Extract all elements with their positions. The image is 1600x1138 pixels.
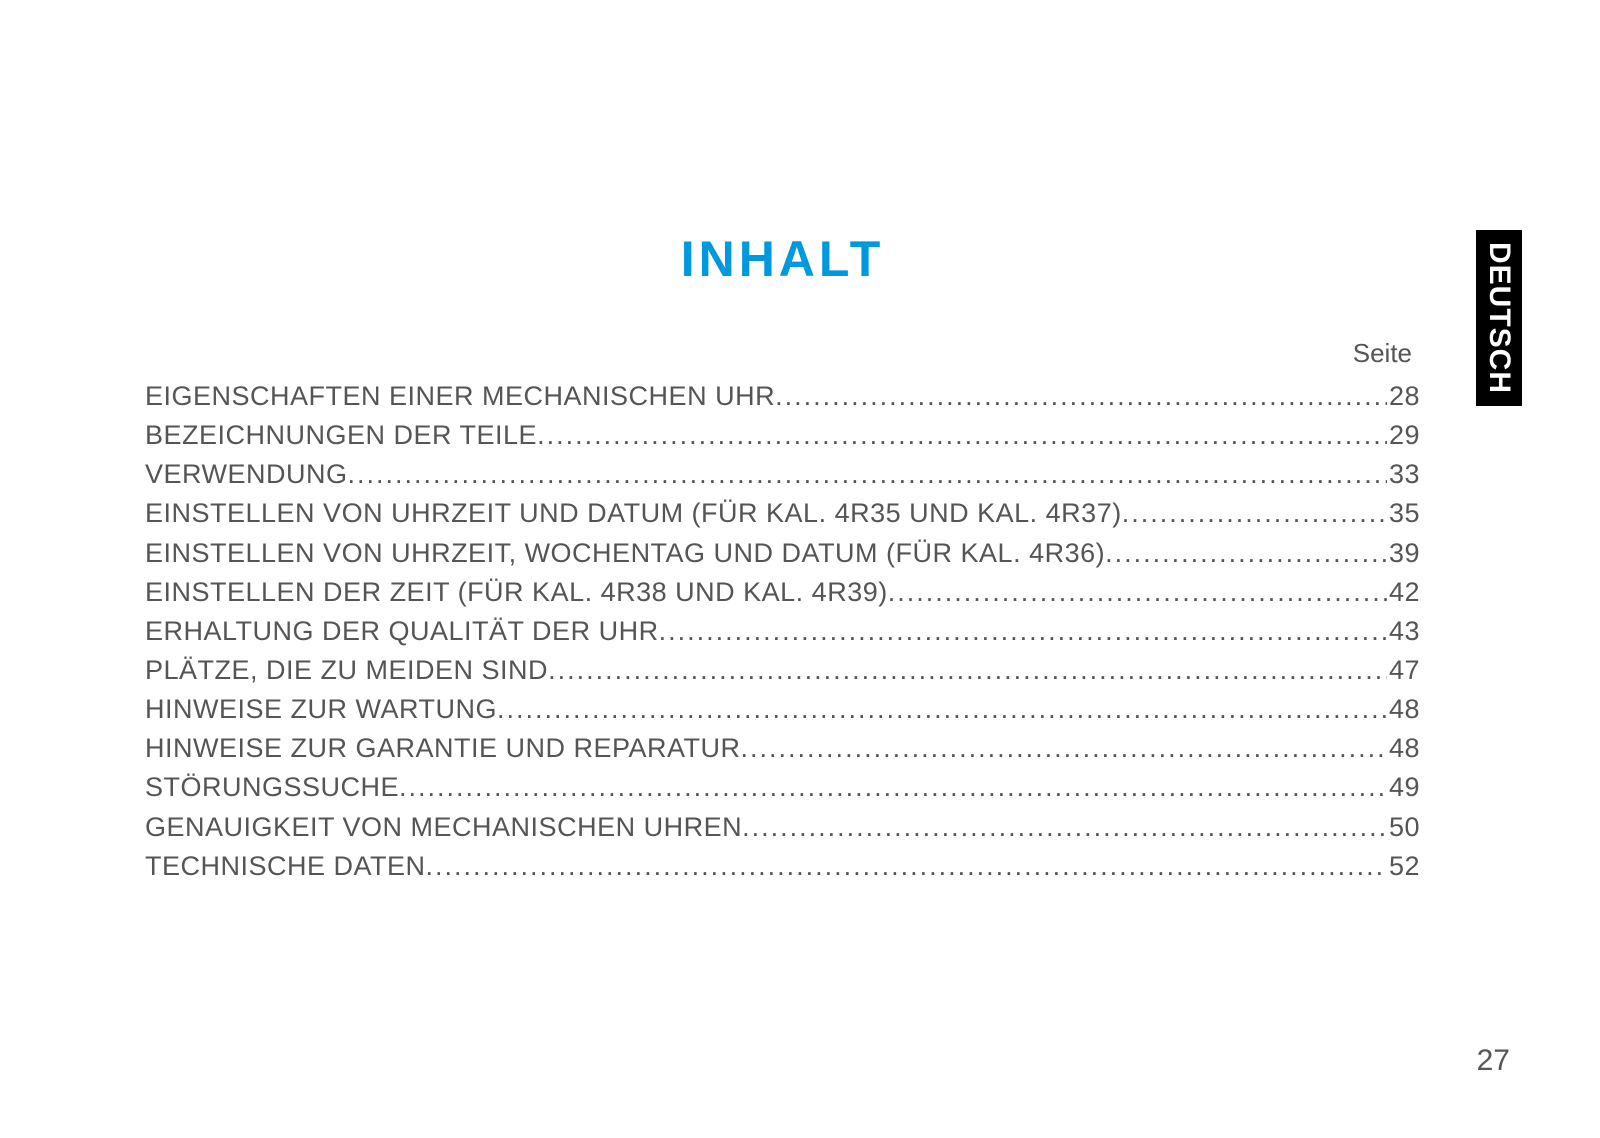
toc-dots xyxy=(497,690,1387,729)
toc-label: EINSTELLEN VON UHRZEIT UND DATUM (FÜR KA… xyxy=(145,494,1122,533)
page-title: INHALT xyxy=(145,230,1420,288)
toc-label: PLÄTZE, DIE ZU MEIDEN SIND xyxy=(145,651,548,690)
toc-dots xyxy=(1122,494,1387,533)
toc-page: 28 xyxy=(1387,377,1420,416)
toc-label: GENAUIGKEIT VON MECHANISCHEN UHREN xyxy=(145,808,742,847)
toc-page: 52 xyxy=(1387,847,1420,886)
toc-page: 42 xyxy=(1387,573,1420,612)
page-content: INHALT Seite EIGENSCHAFTEN EINER MECHANI… xyxy=(0,0,1600,886)
toc-row: HINWEISE ZUR GARANTIE UND REPARATUR 48 xyxy=(145,729,1420,768)
toc-row: TECHNISCHE DATEN 52 xyxy=(145,847,1420,886)
page-number: 27 xyxy=(1477,1044,1510,1078)
toc-label: TECHNISCHE DATEN xyxy=(145,847,426,886)
toc-page: 43 xyxy=(1387,612,1420,651)
toc-row: EIGENSCHAFTEN EINER MECHANISCHEN UHR 28 xyxy=(145,377,1420,416)
toc-label: ERHALTUNG DER QUALITÄT DER UHR xyxy=(145,612,659,651)
seite-label: Seite xyxy=(145,338,1420,369)
toc-label: HINWEISE ZUR WARTUNG xyxy=(145,690,497,729)
toc-page: 39 xyxy=(1387,534,1420,573)
toc-row: PLÄTZE, DIE ZU MEIDEN SIND 47 xyxy=(145,651,1420,690)
language-tab: DEUTSCH xyxy=(1476,230,1522,406)
toc-label: STÖRUNGSSUCHE xyxy=(145,768,399,807)
toc-page: 48 xyxy=(1387,729,1420,768)
toc-dots xyxy=(537,416,1387,455)
toc-label: EIGENSCHAFTEN EINER MECHANISCHEN UHR xyxy=(145,377,775,416)
toc-row: GENAUIGKEIT VON MECHANISCHEN UHREN 50 xyxy=(145,808,1420,847)
toc-dots xyxy=(348,455,1387,494)
toc-label: EINSTELLEN DER ZEIT (FÜR KAL. 4R38 UND K… xyxy=(145,573,888,612)
toc-dots xyxy=(426,847,1387,886)
toc-dots xyxy=(741,729,1387,768)
toc-label: VERWENDUNG xyxy=(145,455,348,494)
toc-label: EINSTELLEN VON UHRZEIT, WOCHENTAG UND DA… xyxy=(145,534,1105,573)
toc-dots xyxy=(659,612,1387,651)
toc-row: EINSTELLEN VON UHRZEIT UND DATUM (FÜR KA… xyxy=(145,494,1420,533)
toc-dots xyxy=(742,808,1387,847)
toc-row: HINWEISE ZUR WARTUNG 48 xyxy=(145,690,1420,729)
toc-row: STÖRUNGSSUCHE 49 xyxy=(145,768,1420,807)
toc-page: 35 xyxy=(1387,494,1420,533)
toc-page: 49 xyxy=(1387,768,1420,807)
toc-dots xyxy=(775,377,1387,416)
toc-label: BEZEICHNUNGEN DER TEILE xyxy=(145,416,537,455)
toc-row: EINSTELLEN VON UHRZEIT, WOCHENTAG UND DA… xyxy=(145,534,1420,573)
toc-page: 33 xyxy=(1387,455,1420,494)
toc-row: EINSTELLEN DER ZEIT (FÜR KAL. 4R38 UND K… xyxy=(145,573,1420,612)
toc-page: 48 xyxy=(1387,690,1420,729)
table-of-contents: EIGENSCHAFTEN EINER MECHANISCHEN UHR 28 … xyxy=(145,377,1420,886)
toc-dots xyxy=(1105,534,1387,573)
toc-dots xyxy=(548,651,1387,690)
toc-page: 50 xyxy=(1387,808,1420,847)
toc-row: BEZEICHNUNGEN DER TEILE 29 xyxy=(145,416,1420,455)
toc-page: 29 xyxy=(1387,416,1420,455)
toc-row: VERWENDUNG 33 xyxy=(145,455,1420,494)
toc-dots xyxy=(399,768,1387,807)
toc-label: HINWEISE ZUR GARANTIE UND REPARATUR xyxy=(145,729,741,768)
toc-dots xyxy=(888,573,1387,612)
toc-page: 47 xyxy=(1387,651,1420,690)
toc-row: ERHALTUNG DER QUALITÄT DER UHR 43 xyxy=(145,612,1420,651)
